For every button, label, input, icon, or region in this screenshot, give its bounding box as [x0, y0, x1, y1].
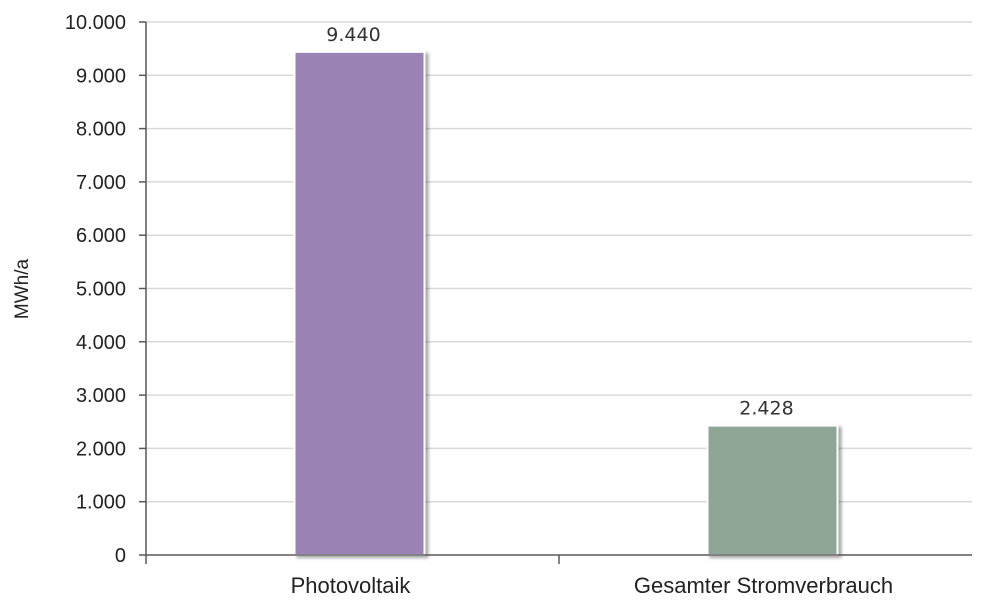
- y-tick-label: 5.000: [76, 279, 126, 301]
- y-tick-label: 9.000: [76, 65, 126, 87]
- y-tick-label: 6.000: [76, 225, 126, 247]
- x-category-label: Photovoltaik: [291, 573, 412, 598]
- bar: [706, 424, 839, 556]
- bars: [293, 50, 839, 557]
- gridlines: [146, 21, 972, 503]
- y-tick-label: 10.000: [65, 12, 126, 34]
- y-tick-label: 3.000: [76, 385, 126, 407]
- labels: 0 1.000 2.000 3.000 4.000 5.000 6.000 7.000 8.00…: [65, 12, 893, 598]
- data-label: 9.440: [326, 24, 380, 46]
- y-axis-title: MWh/a: [12, 258, 33, 319]
- y-tick-label: 7.000: [76, 172, 126, 194]
- data-label: 2.428: [739, 398, 793, 420]
- y-tick-label: 1.000: [76, 492, 126, 514]
- y-tick-label: 4.000: [76, 332, 126, 354]
- y-tick-label: 0: [115, 545, 126, 567]
- x-category-label: Gesamter Stromverbrauch: [634, 573, 893, 598]
- axes: [139, 21, 972, 564]
- y-tick-label: 8.000: [76, 119, 126, 141]
- y-tick-label: 2.000: [76, 438, 126, 460]
- bar: [293, 50, 426, 557]
